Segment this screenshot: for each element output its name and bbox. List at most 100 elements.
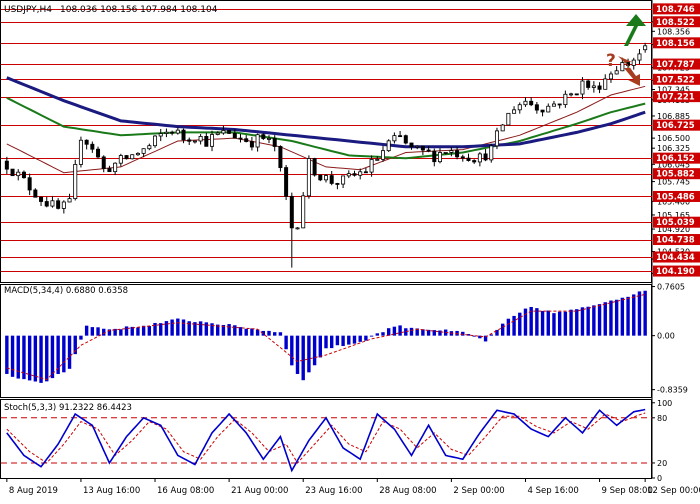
arrow-up-icon — [624, 14, 646, 46]
level-label-text: 106.725 — [656, 121, 695, 131]
macd-bar — [187, 321, 191, 336]
candle-body — [187, 139, 192, 142]
macd-bar — [404, 328, 408, 336]
candle-body — [375, 158, 380, 161]
macd-axis-label: 0.00 — [657, 332, 675, 341]
macd-bar — [472, 335, 476, 337]
candle-body — [61, 201, 66, 209]
candle-body — [472, 160, 477, 163]
x-axis-tick-label: 13 Aug 16:00 — [83, 486, 140, 496]
stoch-axis-label: 80 — [657, 414, 667, 423]
macd-bar — [569, 309, 573, 336]
candle-body — [73, 164, 78, 200]
candle-body — [574, 93, 579, 96]
candle-body — [335, 183, 340, 185]
macd-bar — [483, 335, 488, 342]
stoch-axis-label: 100 — [657, 399, 672, 408]
macd-bar — [204, 322, 209, 336]
level-lines — [1, 9, 652, 272]
macd-bar — [586, 306, 590, 336]
level-labels: 108.746 108.522 108.156 107.787 107.522 107.2… — [653, 3, 700, 277]
candle-body — [96, 148, 101, 158]
macd-panel-marks — [5, 290, 647, 383]
macd-bar — [278, 332, 283, 336]
candle-body — [489, 145, 494, 161]
candle-body — [341, 175, 346, 185]
macd-bar — [250, 328, 254, 336]
candle-body — [284, 167, 289, 197]
level-label-box — [653, 16, 700, 28]
macd-bar — [523, 308, 528, 336]
candle-body — [244, 138, 249, 142]
macd-bar — [233, 325, 237, 336]
macd-bar — [39, 335, 43, 383]
macd-bar — [347, 335, 351, 345]
candle-body — [67, 198, 72, 203]
candle-body — [267, 138, 272, 140]
level-label-box — [653, 3, 700, 15]
candle-body — [261, 134, 266, 139]
candle-body — [215, 132, 220, 135]
macd-bar — [312, 335, 317, 366]
macd-label: MACD(5,34,4) 0.6880 0.6358 — [4, 286, 128, 296]
macd-bar — [210, 323, 214, 336]
question-mark: ? — [606, 51, 616, 71]
macd-bar — [597, 304, 602, 336]
candle-body — [170, 131, 175, 134]
x-axis-tick-label: 12 Sep 00:00 — [647, 486, 700, 496]
macd-bar — [632, 294, 636, 336]
x-axis-tick-label: 28 Aug 08:00 — [379, 486, 436, 496]
candle-body — [580, 80, 585, 95]
candle-body — [107, 168, 112, 173]
macd-bar — [386, 328, 391, 336]
macd-bar — [96, 327, 100, 336]
candle-body — [306, 158, 311, 197]
candle-body — [164, 131, 169, 134]
candle-body — [232, 133, 237, 139]
chart-ohlc: 108.036 108.156 107.984 108.104 — [60, 5, 218, 15]
candle-body — [33, 189, 38, 198]
macd-bar — [500, 323, 505, 336]
candle-body — [113, 162, 118, 173]
macd-bar — [50, 335, 55, 379]
macd-bar — [426, 329, 431, 336]
candle-body — [466, 157, 471, 161]
candle-body — [569, 93, 574, 96]
macd-bar — [62, 335, 66, 373]
macd-bar — [56, 335, 60, 374]
candle-body — [27, 177, 32, 191]
stoch-panel-marks — [1, 408, 652, 473]
level-label-text: 108.156 — [656, 39, 695, 49]
x-axis-tick-label: 23 Aug 16:00 — [305, 486, 362, 496]
candle-body — [181, 129, 186, 141]
candle-body — [204, 135, 209, 147]
ma-slow-line — [6, 76, 646, 149]
candle-body — [512, 109, 517, 114]
macd-bar — [512, 315, 516, 336]
macd-bar — [301, 335, 305, 381]
level-label-text: 107.221 — [656, 93, 695, 103]
level-label-box — [653, 168, 700, 180]
candle-body — [44, 201, 49, 207]
macd-bar — [124, 326, 129, 336]
level-label-box — [653, 58, 700, 70]
candle-body — [363, 171, 368, 174]
candle-body — [21, 171, 26, 179]
macd-axis-label: -0.8359 — [657, 386, 688, 395]
x-axis-tick-label: 9 Sep 08:00 — [602, 486, 653, 496]
macd-bar — [358, 335, 362, 342]
right-axis-tick-label: 106.500 — [657, 134, 690, 143]
candle-body — [39, 196, 44, 202]
macd-bar — [5, 335, 9, 374]
macd-bar — [506, 318, 511, 336]
candle-body — [84, 139, 89, 145]
candle-body — [101, 156, 106, 169]
level-label-box — [653, 37, 700, 49]
macd-bar — [290, 335, 294, 366]
candle-body — [192, 140, 197, 143]
right-axis-tick-label: 106.045 — [657, 160, 690, 169]
candle-body — [227, 130, 232, 134]
candle-body — [529, 100, 534, 106]
candle-body — [432, 150, 437, 163]
candle-body — [124, 155, 129, 160]
